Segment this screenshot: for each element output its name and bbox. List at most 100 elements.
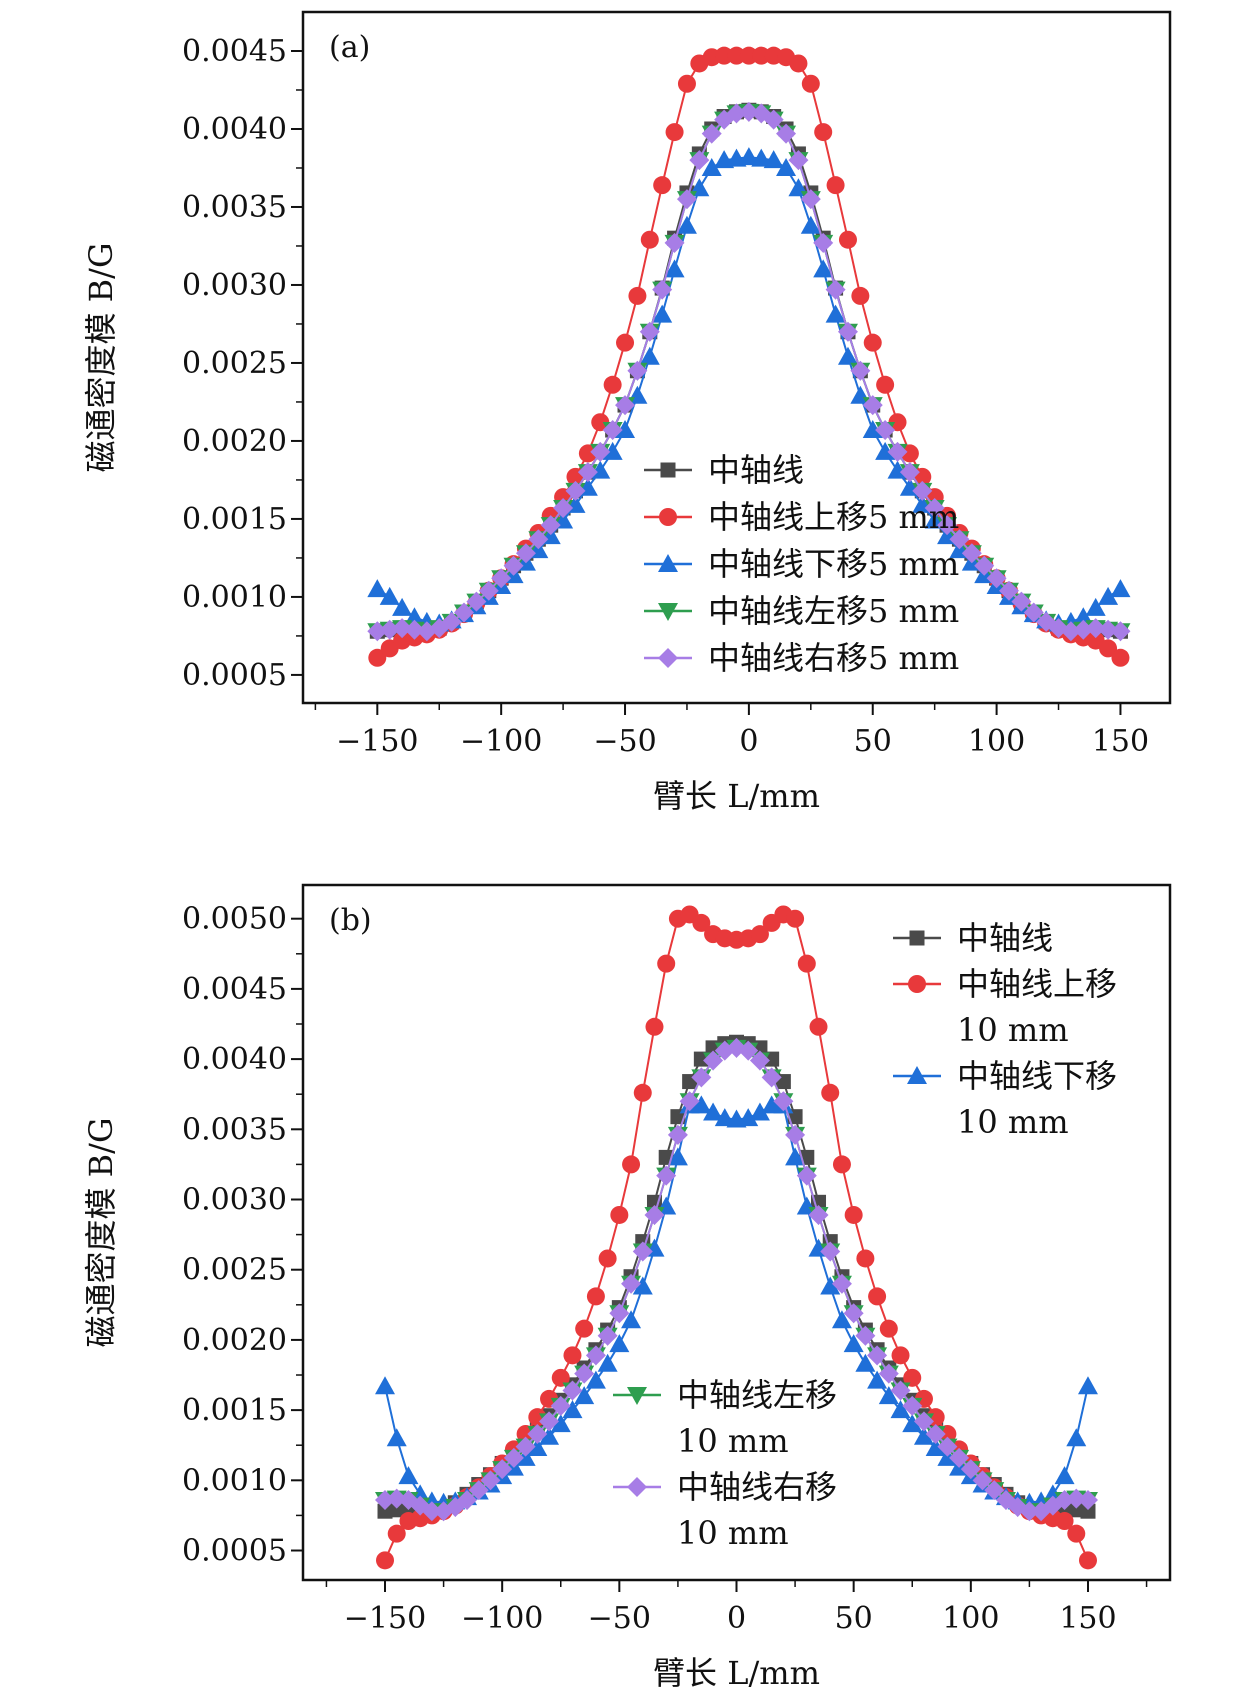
a-data-point: [1098, 586, 1119, 605]
b-data-point: [515, 1436, 536, 1457]
a-data-point: [665, 123, 684, 142]
a-legend-entry: 中轴线下移5 mm: [644, 545, 959, 583]
b-data-point: [480, 1470, 501, 1491]
b-data-point: [609, 1334, 630, 1353]
b-data-point: [645, 1017, 664, 1036]
b-data-point: [622, 1155, 641, 1174]
a-data-point: [367, 579, 388, 598]
b-data-point: [960, 1459, 981, 1480]
b-data-point: [750, 925, 769, 944]
b-data-point: [844, 1205, 863, 1224]
b-data-point: [389, 1502, 405, 1518]
a-data-point: [528, 529, 549, 550]
b-data-point: [703, 1102, 724, 1121]
a-y-tick-label: 0.0020: [182, 424, 287, 459]
b-data-point: [492, 1459, 513, 1480]
a-data-point: [615, 420, 636, 439]
b-data-point: [1077, 1489, 1098, 1510]
a-data-point: [628, 286, 647, 305]
b-data-point: [575, 1319, 594, 1338]
b-data-point: [796, 1165, 817, 1186]
b-data-point: [703, 1050, 724, 1071]
b-data-point: [925, 1438, 946, 1457]
a-data-point: [776, 157, 797, 176]
b-data-point: [738, 1040, 759, 1061]
a-data-point: [751, 148, 772, 167]
a-legend-entry: 中轴线: [644, 451, 804, 489]
a-legend-marker: [658, 603, 678, 621]
b-legend-label: 10 mm: [957, 1011, 1069, 1049]
b-data-point: [867, 1345, 888, 1366]
b-data-point: [377, 1503, 393, 1519]
a-data-point: [788, 150, 809, 171]
a-data-point: [664, 232, 685, 253]
a-data-point: [974, 555, 995, 576]
b-data-point: [656, 1165, 677, 1186]
b-x-tick-label: −150: [344, 1601, 426, 1636]
a-data-point: [715, 46, 734, 65]
a-y-tick-label: 0.0025: [182, 346, 287, 381]
b-data-point: [831, 1273, 852, 1294]
panel-b: −150 −100 −50 0 50 100 150 0.0005 0.0010 0.0015 0.…: [82, 883, 1172, 1692]
b-data-point: [797, 954, 816, 973]
a-legend-entry: 中轴线上移5 mm: [644, 498, 959, 536]
a-data-point: [701, 123, 722, 144]
a-data-point: [739, 46, 758, 65]
b-legend-entry: 中轴线右移 10 mm: [613, 1468, 837, 1552]
b-data-point: [457, 1489, 478, 1510]
b-data-point: [902, 1414, 923, 1433]
a-data-point: [677, 74, 696, 93]
b-data-point: [856, 1249, 875, 1268]
b-data-point: [913, 1411, 934, 1432]
b-data-point: [691, 1095, 712, 1114]
a-data-point: [838, 230, 857, 249]
b-data-point: [585, 1370, 606, 1389]
a-data-point: [813, 232, 834, 253]
b-data-point: [692, 913, 711, 932]
b-legend-label: 10 mm: [957, 1103, 1069, 1141]
a-data-point: [937, 515, 958, 536]
b-data-point: [937, 1436, 958, 1457]
a-data-point: [763, 109, 784, 130]
b-data-point: [386, 1428, 407, 1447]
b-y-tick-label: 0.0045: [182, 972, 287, 1007]
a-data-point: [627, 360, 648, 381]
a-data-point: [590, 441, 611, 462]
a-legend-label: 中轴线左移5 mm: [708, 592, 959, 630]
b-data-point: [843, 1303, 864, 1324]
b-data-point: [773, 1091, 794, 1112]
b-x-tick-label: 50: [835, 1601, 873, 1636]
b-data-point: [644, 1204, 665, 1225]
a-data-point: [899, 462, 920, 483]
a-data-point: [876, 375, 895, 394]
b-data-point: [879, 1319, 898, 1338]
a-data-point: [454, 602, 475, 623]
b-data-point: [761, 1067, 782, 1088]
b-data-point: [632, 1276, 653, 1295]
a-data-point: [553, 498, 574, 519]
b-data-point: [691, 1067, 712, 1088]
b-data-point: [984, 1480, 1005, 1501]
a-data-point: [850, 360, 871, 381]
b-data-point: [878, 1386, 899, 1405]
b-data-point: [585, 1345, 606, 1366]
a-data-point: [801, 74, 820, 93]
b-data-point: [867, 1370, 888, 1389]
b-data-point: [621, 1310, 642, 1329]
a-data-point: [616, 333, 635, 352]
b-data-point: [657, 954, 676, 973]
a-legend-marker: [658, 554, 678, 572]
b-legend-entry: 中轴线: [893, 919, 1053, 957]
b-y-tick-label: 0.0010: [182, 1463, 287, 1498]
a-data-point: [603, 375, 622, 394]
b-legend-label: 中轴线下移: [957, 1057, 1117, 1095]
a-data-point: [1110, 621, 1131, 642]
a-data-point: [961, 543, 982, 564]
a-data-point: [503, 555, 524, 576]
b-data-point: [1067, 1524, 1086, 1543]
b-data-point: [738, 1108, 759, 1127]
b-data-point: [468, 1480, 489, 1501]
a-data-point: [900, 444, 919, 463]
